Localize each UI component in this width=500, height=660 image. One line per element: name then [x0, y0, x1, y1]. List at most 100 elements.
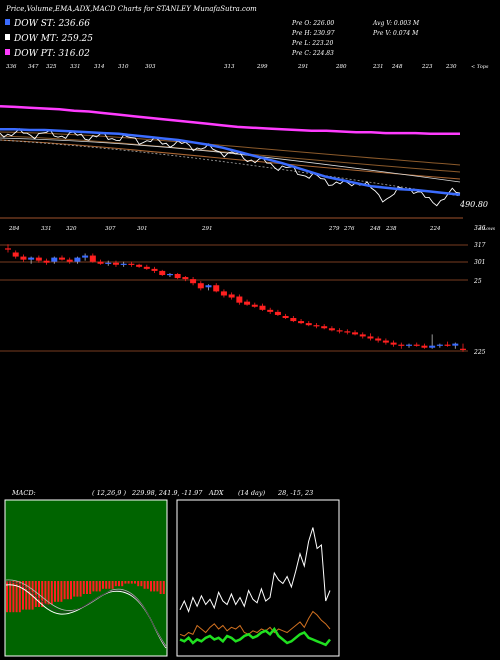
macd-bar: [60, 581, 63, 602]
candle-body: [244, 301, 251, 305]
macd-bar: [89, 581, 92, 594]
candle-body: [97, 261, 104, 264]
candle-body: [143, 266, 150, 269]
macd-bar: [63, 581, 66, 600]
lows-value: 331: [41, 226, 52, 232]
candle-body: [305, 323, 312, 326]
candle-body: [174, 273, 181, 279]
candle-body: [43, 260, 50, 263]
candle-body: [66, 259, 73, 262]
candle-body: [205, 285, 212, 288]
candles: [5, 244, 466, 352]
current-price-label: 490.80: [459, 200, 488, 209]
candle-body: [344, 331, 351, 333]
candle-body: [251, 304, 258, 307]
level-label: 301: [474, 259, 485, 266]
candle-body: [136, 264, 143, 267]
macd-bar: [134, 581, 136, 584]
adx-line: [179, 626, 331, 647]
candle-body: [89, 255, 96, 262]
macd-bar: [15, 581, 18, 613]
macd-bar: [105, 581, 108, 589]
legend-pt: DOW PT: 316.02: [13, 49, 90, 59]
candle-body: [213, 285, 220, 292]
macd-bar: [44, 581, 47, 605]
lows-value: 301: [137, 226, 148, 232]
lows-value: 276: [343, 226, 355, 232]
macd-bar: [137, 581, 140, 587]
lows-title: < Lows: [478, 226, 496, 232]
legend-mt: DOW MT: 259.25: [13, 34, 93, 44]
macd-bar: [6, 581, 8, 613]
candle-body: [35, 257, 42, 261]
candle-body: [274, 311, 281, 315]
tops-value: 230: [445, 64, 457, 70]
adx-di-minus-line: [179, 610, 331, 637]
candle-body: [328, 328, 335, 331]
macd-bar: [18, 581, 21, 613]
macd-bar: [92, 581, 95, 592]
tops-value: 313: [224, 64, 235, 70]
lows-value: 224: [429, 226, 441, 232]
macd-bar: [114, 581, 117, 587]
candle-body: [190, 279, 197, 284]
legend-swatch-pt: [5, 49, 10, 55]
ema-band-line: [0, 139, 461, 180]
macd-bar: [34, 581, 37, 607]
candle-body: [436, 344, 443, 346]
candle-body: [82, 255, 89, 258]
candle-body: [228, 294, 235, 298]
tops-value: 299: [256, 64, 268, 70]
candle-body: [151, 268, 158, 271]
macd-bar: [47, 581, 50, 605]
macd-bar: [146, 581, 149, 589]
candle-body: [166, 273, 173, 276]
level-label: 336: [474, 225, 486, 232]
macd-bar: [111, 581, 114, 589]
adx-params: (14 day): [238, 489, 266, 497]
tops-value: 231: [372, 64, 384, 70]
stat-avg-volume: Avg V: 0.003 M: [372, 20, 420, 27]
candle-body: [51, 257, 58, 262]
candle-body: [259, 305, 266, 310]
level-label: 225: [473, 349, 486, 356]
lows-value: 238: [385, 226, 397, 232]
tops-label: < Tops: [471, 64, 489, 70]
ema-band-line: [0, 137, 461, 183]
macd-bar: [108, 581, 111, 589]
macd-line-dark: [5, 581, 167, 648]
candle-body: [321, 326, 328, 329]
tops-row: 336 347 325 331 314 310 303 313 299 291 …: [6, 64, 489, 70]
ema-st-line: [0, 127, 461, 196]
tops-value: 310: [118, 64, 129, 70]
lows-row: 284 331 320 307 301 291 279 276 248 238 …: [8, 226, 496, 232]
legend-st: DOW ST: 236.66: [13, 19, 90, 29]
candle-body: [12, 252, 19, 257]
candle-body: [105, 262, 112, 264]
tops-value: 325: [46, 64, 57, 70]
macd-bar: [140, 581, 143, 587]
tops-value: 303: [145, 64, 156, 70]
candle-body: [429, 345, 436, 348]
adx-values: 28, -15, 23: [277, 489, 313, 497]
price-line: [0, 128, 461, 207]
candle-body: [413, 344, 420, 346]
lows-value: 307: [105, 226, 116, 232]
macd-panel-bg: [4, 499, 168, 657]
candle-body: [375, 338, 382, 341]
legend: DOW ST: 236.66 DOW MT: 259.25 DOW PT: 31…: [5, 19, 93, 59]
legend-swatch-mt: [5, 34, 10, 40]
price-levels: [0, 244, 468, 352]
lows-value: 284: [8, 226, 20, 232]
lows-value: 320: [66, 226, 77, 232]
macd-bar: [57, 581, 60, 602]
macd-bar: [66, 581, 69, 600]
stat-low: Pre L: 223.20: [291, 40, 333, 47]
adx-title: ADX: [208, 489, 224, 497]
candle-body: [5, 248, 11, 250]
ema-band-line: [0, 139, 461, 197]
macd-params: ( 12,26,9 ): [92, 489, 126, 497]
adx-panel-bg: [176, 499, 340, 657]
stat-high: Pre H: 230.97: [291, 30, 335, 37]
